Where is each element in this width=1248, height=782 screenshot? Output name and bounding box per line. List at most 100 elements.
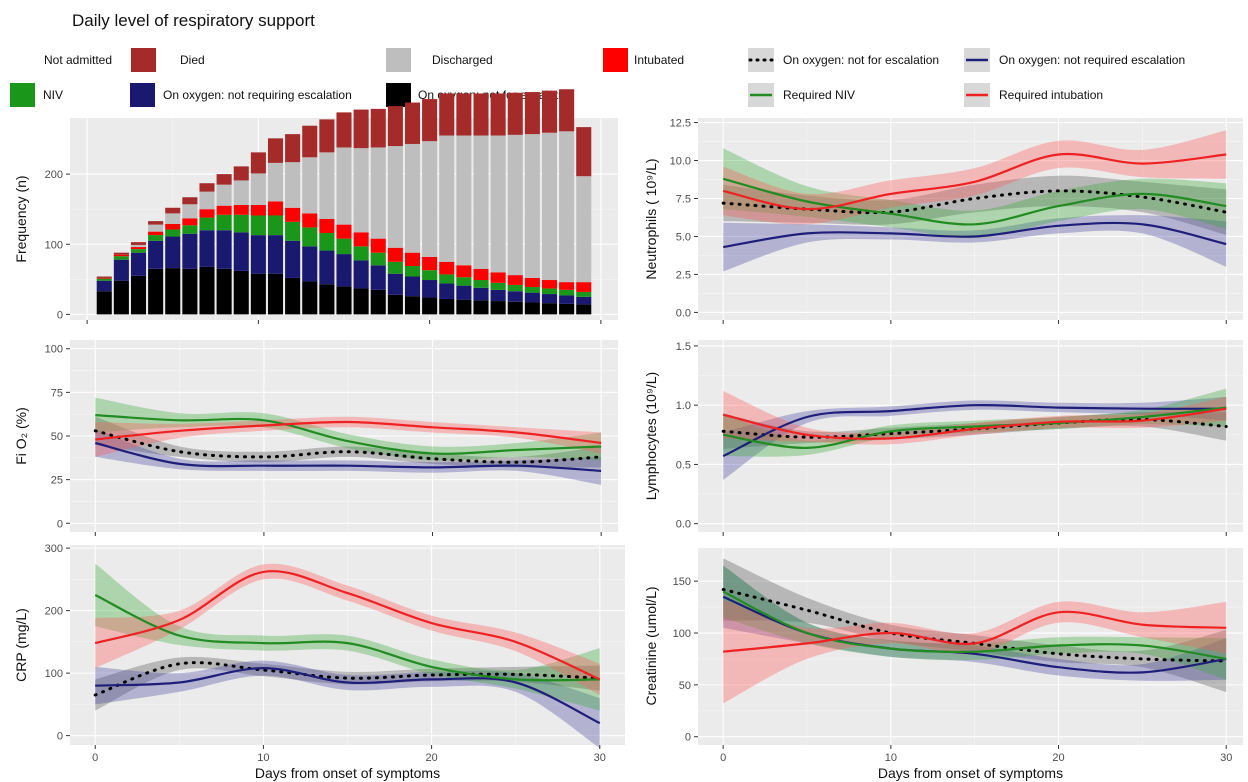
bar-segment <box>267 273 284 315</box>
bar-segment <box>576 282 592 292</box>
bar-segment <box>113 252 129 255</box>
y-tick-label: 300 <box>45 543 63 555</box>
fio2-panel: 0 25 50 75 100 Fi O₂ (%) <box>13 340 618 536</box>
bar-segment <box>541 132 558 281</box>
bar-segment <box>541 303 558 315</box>
confidence-band <box>95 660 600 749</box>
y-tick-label: 2.5 <box>676 269 691 281</box>
series-line <box>722 152 1227 211</box>
bar-segment <box>404 102 421 144</box>
bar-segment <box>336 147 352 225</box>
y-axis-label: Neutrophils ( 10⁹/L) <box>643 158 659 279</box>
bar-segment <box>233 166 249 181</box>
bar-segment <box>130 275 147 315</box>
bar-segment <box>285 162 301 208</box>
bar-segment <box>439 298 455 315</box>
bar-segment <box>353 232 369 247</box>
bar-segment <box>336 224 352 239</box>
bar-segment <box>148 235 164 241</box>
bar-segment <box>524 302 540 315</box>
bar-segment <box>507 275 523 285</box>
y-tick-label: 25 <box>51 475 63 487</box>
bar-segment <box>541 288 558 295</box>
creatinine-grid <box>698 548 1243 745</box>
bar-segment <box>404 296 421 315</box>
lymphocytes-panel: 0.0 0.5 1.0 1.5 Lymphocytes (10⁹/L) <box>643 340 1243 536</box>
y-tick-label: 100 <box>45 344 63 356</box>
bar-segment <box>524 134 540 278</box>
bar-segment <box>250 173 266 205</box>
bar-segment <box>336 254 352 287</box>
x-tick-label: 10 <box>257 752 269 764</box>
y-tick-label: 1.5 <box>676 341 691 353</box>
bar-segment <box>370 238 386 253</box>
y-axis-label: Fi O₂ (%) <box>13 407 29 465</box>
bar-segment <box>439 93 455 136</box>
bar-segment <box>353 260 369 289</box>
bar-segment <box>353 246 369 261</box>
bar-segment <box>559 303 575 315</box>
neutrophils-axis: 0.0 2.5 5.0 7.5 10.0 12.5 Neutrophils ( 10⁹/L) <box>643 118 1227 324</box>
y-tick-label: 0 <box>57 518 63 530</box>
bar-segment <box>216 174 232 185</box>
bar-segment <box>507 284 523 292</box>
bar-segment <box>507 92 523 135</box>
bar-segment <box>199 183 215 192</box>
y-tick-label: 200 <box>45 606 63 618</box>
bar-segment <box>541 294 558 304</box>
bar-segment <box>96 280 112 292</box>
series-line <box>722 590 1227 660</box>
x-tick-label: 30 <box>594 752 606 764</box>
bar-segment <box>319 119 335 153</box>
bar-segment <box>576 127 592 177</box>
bar-segment <box>524 287 540 293</box>
legend-label: NIV <box>43 88 63 102</box>
crp-panel: 0 100 200 300 0 10 20 30 CRP (mg/L) Days from ons… <box>13 543 625 781</box>
bar-segment <box>473 287 489 301</box>
bar-segment <box>559 289 575 296</box>
bar-segment <box>559 131 575 283</box>
bar-segment <box>113 280 129 315</box>
bar-segment <box>456 265 472 278</box>
x-tick-label: 20 <box>425 752 437 764</box>
creatinine-panel: 0 50 100 150 0 10 20 30 Creatinine (umol/L) Days … <box>643 548 1243 781</box>
bar-segment <box>233 180 249 205</box>
bar-segment <box>216 205 232 215</box>
neutrophils-panel: 0.0 2.5 5.0 7.5 10.0 12.5 Neutrophils ( 10⁹/L) <box>643 118 1243 324</box>
bar-segment <box>541 280 558 289</box>
bar-segment <box>319 219 335 234</box>
bar-segment <box>285 207 301 222</box>
bar-segment <box>404 276 421 297</box>
legend-label: Required NIV <box>783 88 855 102</box>
crp-lines <box>93 563 602 749</box>
fio2-axis: 0 25 50 75 100 Fi O₂ (%) <box>13 344 602 536</box>
x-tick-label: 0 <box>720 752 726 764</box>
bar-segment <box>250 215 266 236</box>
bar-segment <box>113 254 129 257</box>
bar-segment <box>387 106 403 147</box>
lymphocytes-lines <box>721 388 1228 480</box>
bar-segment <box>216 268 232 315</box>
confidence-band <box>95 397 602 461</box>
legend-label: Required intubation <box>999 88 1103 102</box>
confidence-band <box>723 130 1227 225</box>
bar-segment <box>233 270 249 315</box>
bar-segment <box>319 152 335 219</box>
bar-segment <box>319 284 335 315</box>
bar-segment <box>422 256 438 271</box>
bar-segment <box>130 244 147 248</box>
bar-segment <box>302 227 318 247</box>
bar-segment <box>456 135 472 266</box>
bar-segment <box>422 141 438 257</box>
bar-segment <box>576 176 592 283</box>
series-line <box>95 441 602 472</box>
bar-segment <box>507 134 523 276</box>
bar-segment <box>233 232 249 271</box>
figure-title: Daily level of respiratory support <box>72 11 315 30</box>
y-tick-label: 10.0 <box>670 156 691 168</box>
bar-segment <box>404 252 421 266</box>
series-line <box>723 406 1227 450</box>
bar-segment <box>182 268 198 315</box>
bar-segment <box>370 265 386 290</box>
